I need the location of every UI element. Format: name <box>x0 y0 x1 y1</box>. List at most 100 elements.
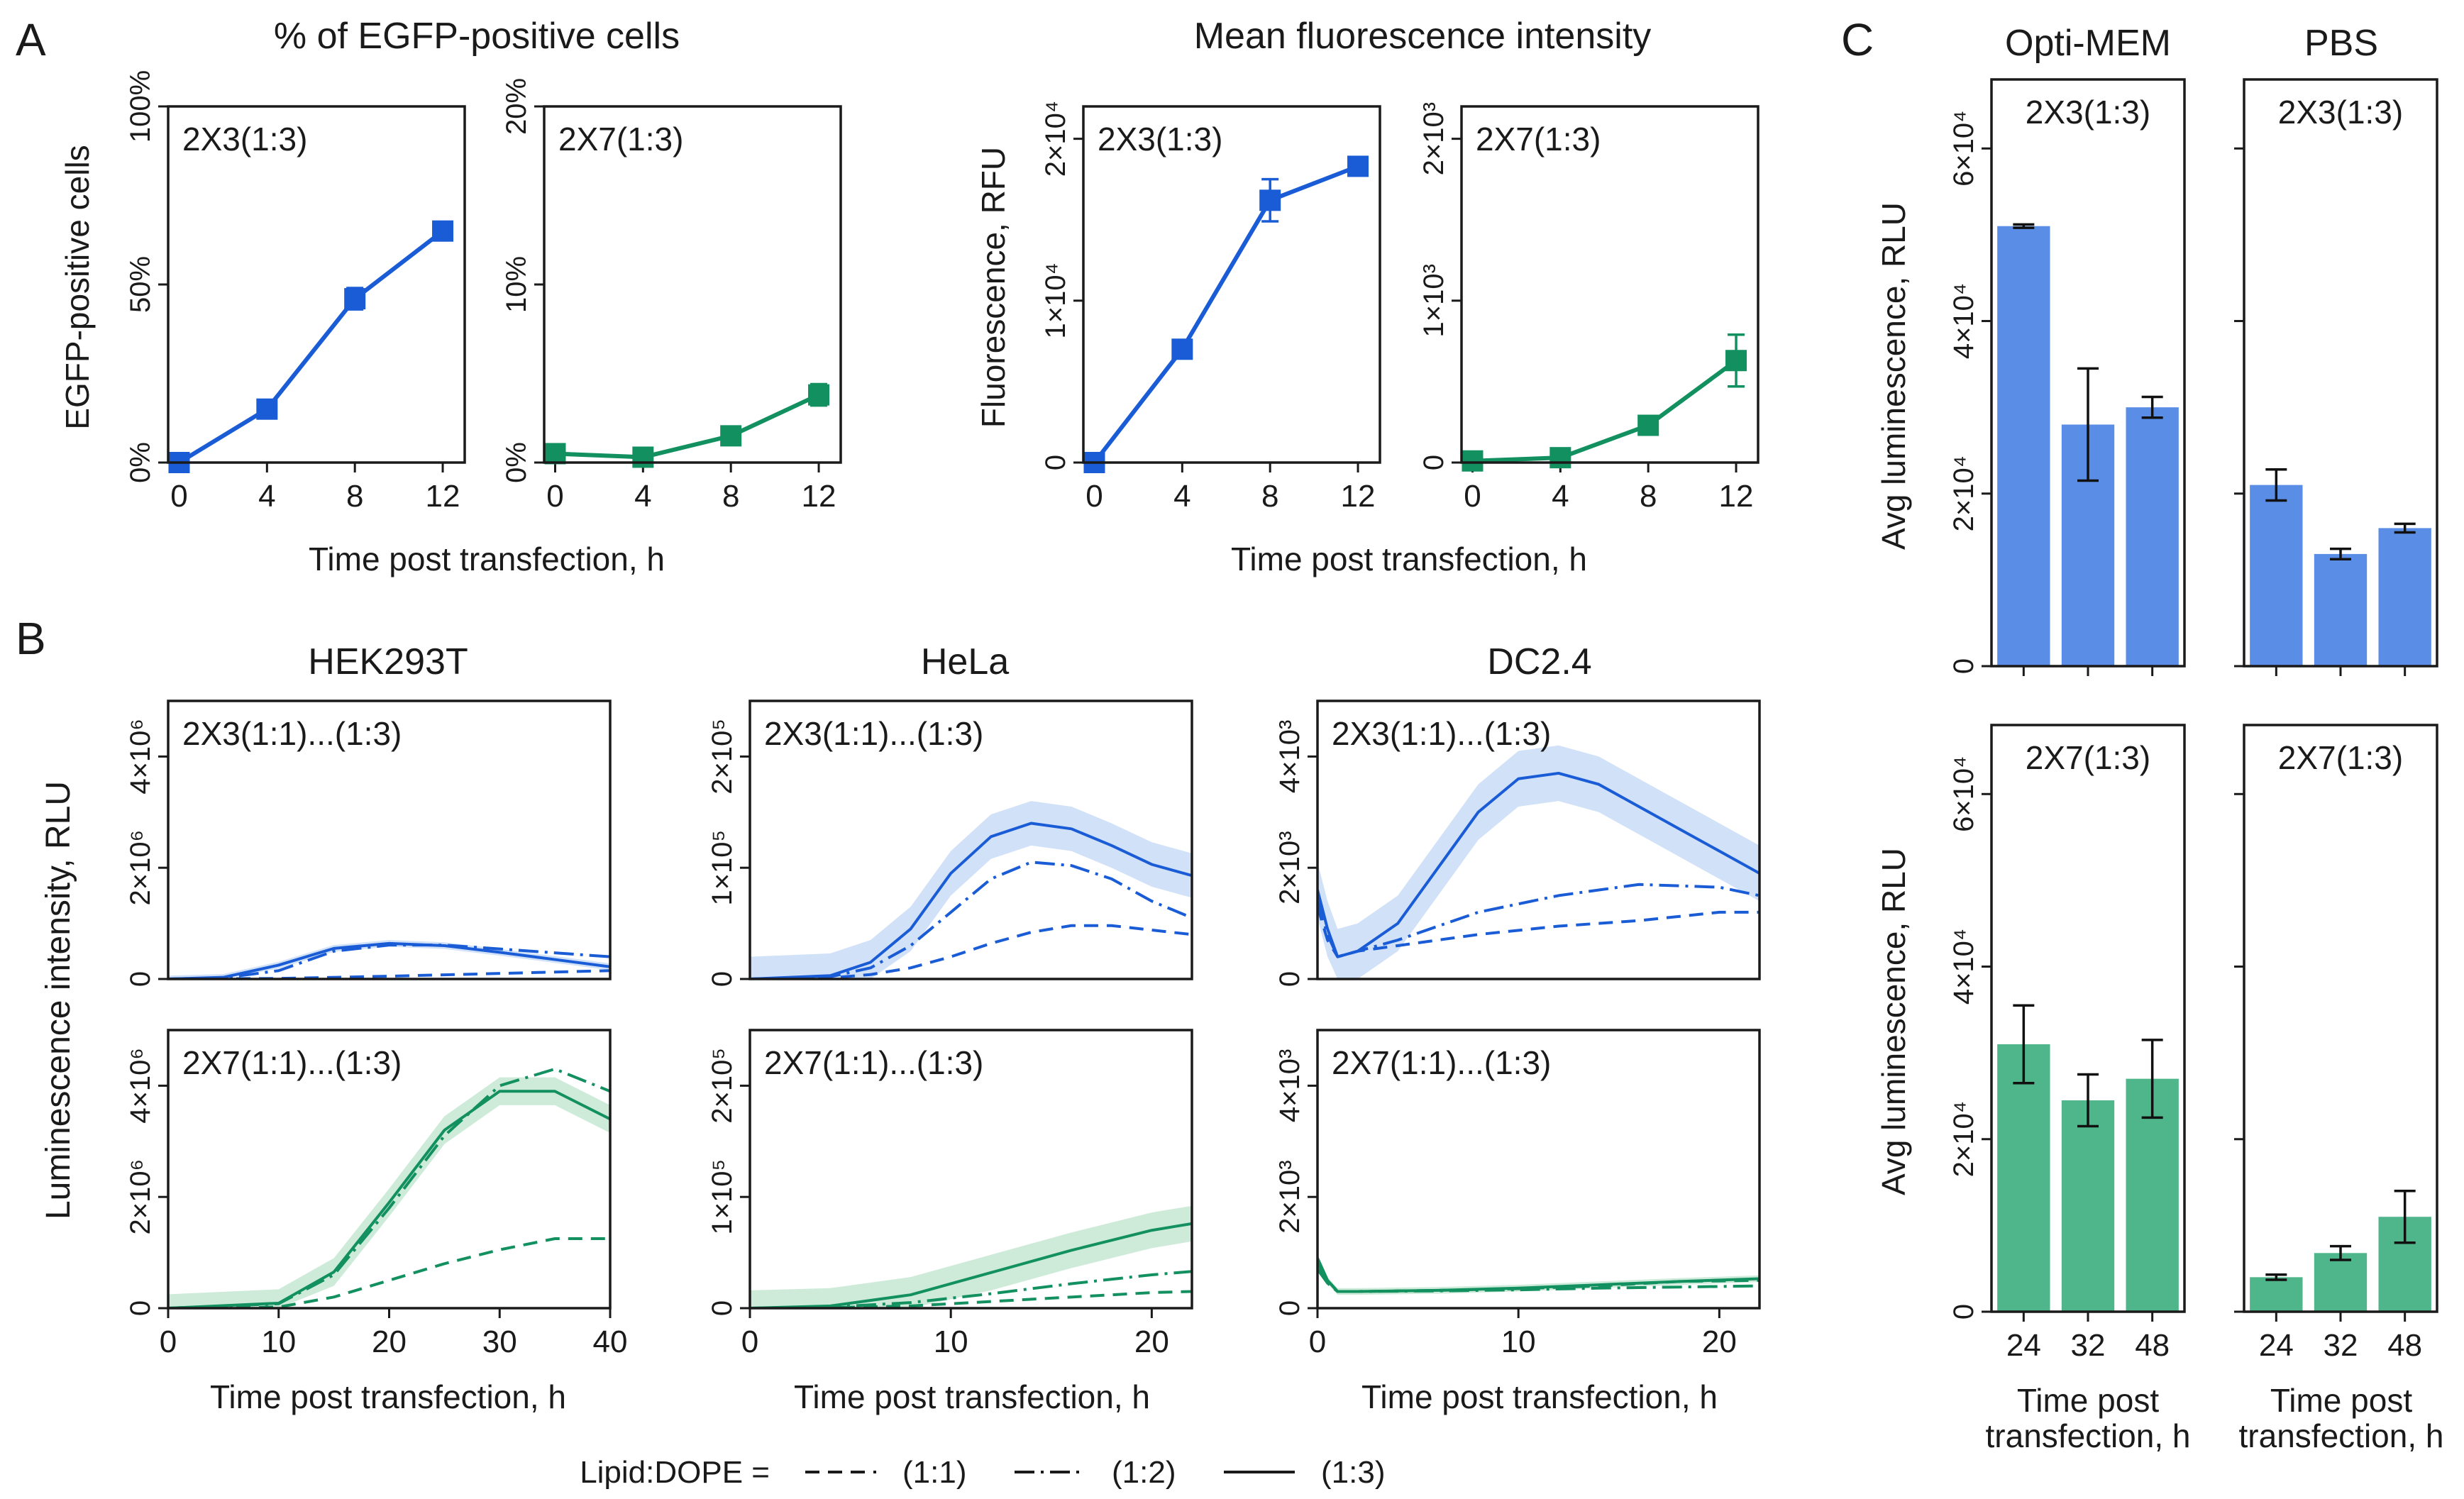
marker-a2-3 <box>808 384 830 406</box>
marker-a2-1 <box>632 446 654 468</box>
marker-a1-2 <box>344 288 366 310</box>
ytick-label-c1-1: 2×10⁴ <box>1948 455 1979 531</box>
panel-c-xlabel-l2-b: transfection, h <box>2239 1417 2444 1454</box>
ytick-label-a3-0: 0 <box>1040 455 1071 470</box>
ytick-label-c3-0: 0 <box>1948 1304 1979 1320</box>
inset-label-b2: 2X3(1:1)...(1:3) <box>764 715 983 752</box>
panel-a-xlabel-right: Time post transfection, h <box>1231 541 1587 577</box>
panel-label-b: B <box>16 613 46 664</box>
chart-c1: 0 2×10⁴ 4×10⁴ 6×10⁴ 2X3(1:3) <box>1948 78 2186 676</box>
chart-c3: 0 2×10⁴ 4×10⁴ 6×10⁴ 24 32 48 2X7(1:3) <box>1948 724 2186 1363</box>
frame-b5 <box>748 1029 1193 1310</box>
chart-b3: 0 2×10³ 4×10³ 2X3(1:1)...(1:3) <box>1274 699 1761 987</box>
panel-c-title-optimem: Opti-MEM <box>2005 23 2171 64</box>
xtick-label-a3-3: 12 <box>1341 479 1376 514</box>
series-line-b3-0 <box>1317 906 1759 958</box>
series-line-b6-2 <box>1317 1257 1759 1293</box>
chart-a1: 0% 50% 100% 0 4 8 12 2X3(1:3) <box>125 70 466 514</box>
xtick-label-a2-0: 0 <box>546 479 563 514</box>
ytick-label-a1-1: 50% <box>125 256 156 313</box>
xtick-label-a3-1: 4 <box>1173 479 1190 514</box>
ytick-label-a3-2: 2×10⁴ <box>1040 101 1071 177</box>
legend-label-1-3: (1:3) <box>1321 1455 1385 1490</box>
xtick-label-a4-0: 0 <box>1464 479 1481 514</box>
xtick-label-b4-2: 20 <box>372 1324 407 1359</box>
marker-a4-1 <box>1549 447 1571 469</box>
line-a4 <box>1472 358 1737 463</box>
series-line-b2-2 <box>750 822 1192 979</box>
inset-label-a3: 2X3(1:3) <box>1098 121 1222 157</box>
xtick-label-b6-2: 20 <box>1702 1324 1737 1359</box>
ytick-label-b6-0: 0 <box>1274 1300 1305 1316</box>
frame-c3 <box>1990 724 2186 1313</box>
xtick-label-a3-0: 0 <box>1085 479 1103 514</box>
xtick-label-a4-2: 8 <box>1640 479 1657 514</box>
ytick-label-b6-1: 2×10³ <box>1274 1160 1305 1233</box>
series-group-b1 <box>168 940 610 979</box>
panel-c-xlabel-l1-b: Time post <box>2270 1382 2412 1419</box>
panel-label-a: A <box>16 14 46 65</box>
ytick-label-a1-0: 0% <box>125 442 156 483</box>
xtick-label-a1-0: 0 <box>170 479 187 514</box>
band-b5-2 <box>750 1205 1192 1308</box>
bar-c2-0 <box>2250 485 2303 666</box>
bar-c4-0 <box>2250 1277 2303 1312</box>
ytick-label-a2-1: 10% <box>501 256 532 313</box>
ytick-label-c1-3: 6×10⁴ <box>1948 111 1979 187</box>
line-a2 <box>555 392 820 460</box>
inset-label-b6: 2X7(1:1)...(1:3) <box>1332 1044 1551 1081</box>
ytick-label-c3-2: 4×10⁴ <box>1948 929 1979 1005</box>
ytick-label-c3-3: 6×10⁴ <box>1948 756 1979 832</box>
bar-c1-0 <box>1997 226 2050 666</box>
series-line-b5-2 <box>750 1222 1192 1308</box>
chart-a3: 0 1×10⁴ 2×10⁴ 0 4 8 12 2X3(1:3) <box>1040 101 1381 514</box>
bar-c3-0 <box>1997 1044 2050 1312</box>
panel-c-ylabel-top: Avg luminescence, RLU <box>1875 202 1912 550</box>
frame-b4 <box>167 1029 612 1310</box>
series-line-b3-2 <box>1317 771 1759 958</box>
panel-a-ylabel-pct: EGFP-positive cells <box>59 145 96 429</box>
ytick-label-b5-0: 0 <box>707 1300 738 1316</box>
xtick-label-a3-2: 8 <box>1261 479 1278 514</box>
panel-c-xlabel-l1-a: Time post <box>2017 1382 2159 1419</box>
frame-b3 <box>1316 699 1761 980</box>
series-line-b1-2 <box>168 941 610 979</box>
inset-label-a1: 2X3(1:3) <box>182 121 307 157</box>
chart-c4: 24 32 48 2X7(1:3) <box>2234 724 2438 1363</box>
chart-a4: 0 1×10³ 2×10³ 0 4 8 12 2X7(1:3) <box>1418 102 1759 514</box>
frame-c1 <box>1990 78 2186 668</box>
xtick-label-a2-2: 8 <box>722 479 739 514</box>
ytick-label-b4-0: 0 <box>125 1300 156 1316</box>
ytick-label-b1-0: 0 <box>125 971 156 987</box>
marker-a1-1 <box>256 398 278 420</box>
legend-label-1-1: (1:1) <box>902 1455 966 1490</box>
marker-a3-2 <box>1259 189 1281 211</box>
xtick-label-b4-0: 0 <box>160 1324 177 1359</box>
xtick-label-a4-1: 4 <box>1552 479 1569 514</box>
ytick-label-a4-0: 0 <box>1418 455 1449 470</box>
series-line-b4-0 <box>168 1237 610 1308</box>
ytick-label-b4-2: 4×10⁶ <box>125 1048 156 1124</box>
inset-label-b5: 2X7(1:1)...(1:3) <box>764 1044 983 1081</box>
panel-b-title-hek: HEK293T <box>308 641 468 682</box>
ytick-label-a2-0: 0% <box>501 442 532 483</box>
series-line-b4-2 <box>168 1090 610 1308</box>
xtick-label-c4-0: 24 <box>2259 1328 2294 1363</box>
xtick-label-b5-1: 10 <box>934 1324 968 1359</box>
ytick-label-b3-1: 2×10³ <box>1274 831 1305 904</box>
frame-a3 <box>1082 105 1381 464</box>
ytick-label-a1-2: 100% <box>125 70 156 143</box>
ytick-label-c1-2: 4×10⁴ <box>1948 283 1979 359</box>
series-group-b2 <box>750 801 1192 979</box>
marker-a4-0 <box>1462 450 1484 472</box>
chart-b5: 0 1×10⁵ 2×10⁵ 0 10 20 2X7(1:1)...(1:3) <box>707 1029 1193 1359</box>
band-b3-2 <box>1317 745 1759 979</box>
ytick-label-b2-1: 1×10⁵ <box>707 830 738 906</box>
panel-b-xlabel-2: Time post transfection, h <box>794 1378 1150 1415</box>
xtick-label-c3-1: 32 <box>2071 1328 2106 1363</box>
xtick-label-c4-2: 48 <box>2387 1328 2422 1363</box>
marker-a2-2 <box>720 425 742 447</box>
panel-b-xlabel-3: Time post transfection, h <box>1361 1378 1718 1415</box>
series-group-b5 <box>750 1205 1192 1308</box>
